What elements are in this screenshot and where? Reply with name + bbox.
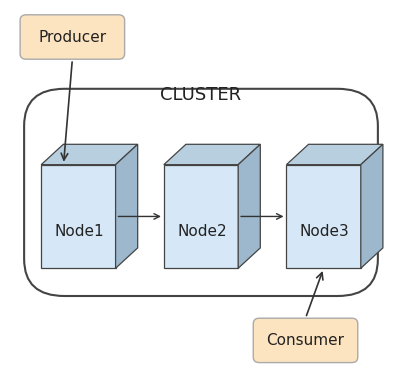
Text: Consumer: Consumer: [266, 333, 344, 348]
Polygon shape: [41, 165, 115, 268]
Polygon shape: [164, 165, 237, 268]
Text: Node3: Node3: [299, 225, 349, 239]
Text: Node1: Node1: [55, 225, 104, 239]
Polygon shape: [286, 165, 360, 268]
Text: CLUSTER: CLUSTER: [160, 85, 241, 104]
Polygon shape: [164, 144, 260, 165]
Polygon shape: [41, 144, 137, 165]
FancyBboxPatch shape: [24, 89, 377, 296]
Text: Producer: Producer: [38, 30, 106, 44]
Polygon shape: [115, 144, 137, 268]
FancyBboxPatch shape: [253, 318, 357, 363]
FancyBboxPatch shape: [20, 15, 124, 59]
Polygon shape: [286, 144, 382, 165]
Polygon shape: [237, 144, 260, 268]
Text: Node2: Node2: [177, 225, 226, 239]
Polygon shape: [360, 144, 382, 268]
